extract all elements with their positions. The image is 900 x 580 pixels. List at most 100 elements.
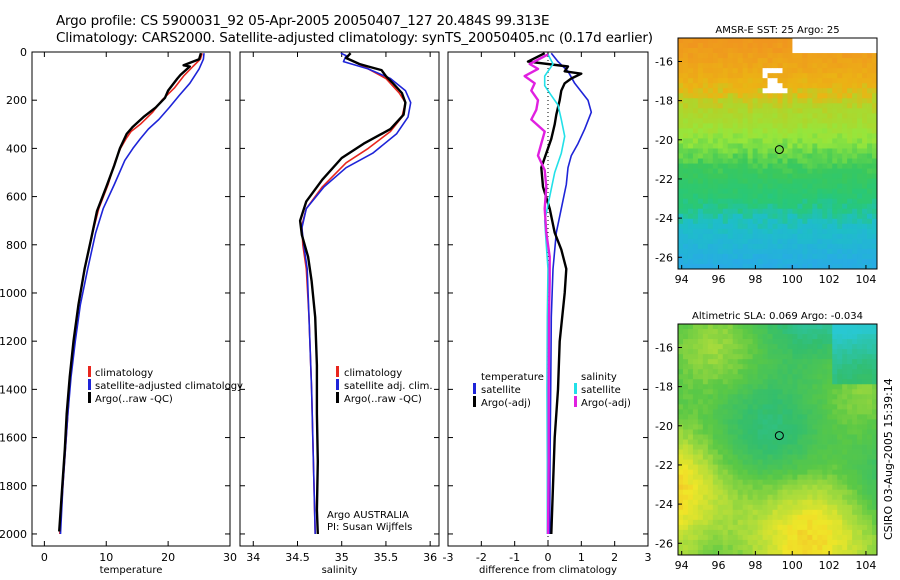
map-cell [707, 399, 714, 405]
map-cell [822, 414, 828, 420]
map-cell [678, 339, 684, 345]
map-cell [722, 103, 729, 109]
map-cell [727, 188, 734, 195]
map-cell [767, 203, 773, 210]
map-cell [767, 68, 773, 74]
map-cell [762, 414, 768, 420]
map-cell [792, 53, 798, 59]
map-cell [682, 474, 689, 481]
map-cell [757, 238, 763, 245]
map-cell [807, 78, 813, 84]
map-cell [717, 168, 724, 174]
map-cell [697, 324, 704, 330]
map-cell [827, 454, 833, 460]
map-cell [857, 138, 863, 144]
map-cell [862, 509, 868, 516]
map-cell [857, 469, 863, 476]
map-cell [862, 103, 868, 109]
map-cell [787, 203, 793, 210]
map-cell [687, 63, 694, 69]
map-cell [717, 118, 724, 124]
map-cell [822, 258, 828, 265]
map-cell [737, 399, 744, 405]
map-cell [847, 218, 853, 225]
map-cell [777, 163, 783, 169]
map-cell [692, 464, 699, 471]
map-cell [847, 499, 853, 506]
map-cell [687, 183, 694, 190]
map-cell [867, 349, 873, 355]
map-cell [817, 439, 823, 445]
map-cell [802, 354, 808, 360]
map-cell [732, 549, 739, 556]
map-cell [692, 113, 699, 119]
map-cell [852, 504, 858, 511]
map-cell [847, 324, 853, 330]
map-cell [712, 198, 719, 205]
map-cell [757, 334, 763, 340]
map-cell [822, 153, 828, 159]
map-cell [682, 208, 689, 215]
map-cell [692, 53, 699, 59]
map-cell [712, 329, 719, 335]
map-cell [692, 519, 699, 526]
map-cell [802, 218, 808, 225]
map-cell [702, 233, 709, 240]
map-cell [812, 253, 818, 260]
map-cell [832, 489, 838, 496]
map-cell [732, 208, 739, 215]
map-cell [777, 68, 783, 74]
map-cell [697, 253, 704, 260]
map-cell [682, 434, 689, 440]
map-cell [732, 183, 739, 190]
map-cell [807, 63, 813, 69]
map-cell [762, 68, 768, 74]
map-cell [852, 178, 858, 185]
map-cell [772, 509, 778, 516]
map-cell [717, 339, 724, 345]
map-cell [757, 118, 763, 124]
map-cell [832, 389, 838, 395]
map-cell [757, 389, 763, 395]
x-tick-label: 30 [223, 551, 237, 564]
map-cell [792, 444, 798, 450]
map-cell [682, 203, 689, 210]
map-cell [817, 409, 823, 415]
map-cell [687, 153, 694, 159]
map-cell [852, 374, 858, 380]
x-axis-label: temperature [100, 565, 163, 576]
map-cell [792, 419, 798, 425]
map-cell [812, 73, 818, 79]
map-cell [787, 474, 793, 481]
map-cell [737, 203, 744, 210]
map-cell [687, 444, 694, 450]
map-cell [847, 379, 853, 385]
map-cell [857, 128, 863, 134]
map-cell [812, 158, 818, 164]
map-cell [757, 93, 763, 99]
map-cell [857, 434, 863, 440]
map-cell [678, 263, 684, 270]
map-cell [837, 489, 843, 496]
map-cell [697, 354, 704, 360]
map-cell [722, 399, 729, 405]
map-cell [822, 324, 828, 330]
legend-swatch [473, 383, 476, 394]
map-cell [812, 414, 818, 420]
map-cell [807, 429, 813, 435]
map-cell [867, 168, 873, 174]
map-cell [687, 449, 694, 455]
map-cell [837, 43, 843, 49]
map-cell [692, 489, 699, 496]
map-cell [702, 158, 709, 164]
map-cell [732, 419, 739, 425]
map-cell [678, 419, 684, 425]
map-cell [847, 148, 853, 154]
map-cell [817, 238, 823, 245]
map-cell [777, 183, 783, 190]
map-cell [837, 143, 843, 149]
map-cell [722, 389, 729, 395]
map-cell [777, 459, 783, 466]
map-cell [812, 233, 818, 240]
map-cell [867, 434, 873, 440]
